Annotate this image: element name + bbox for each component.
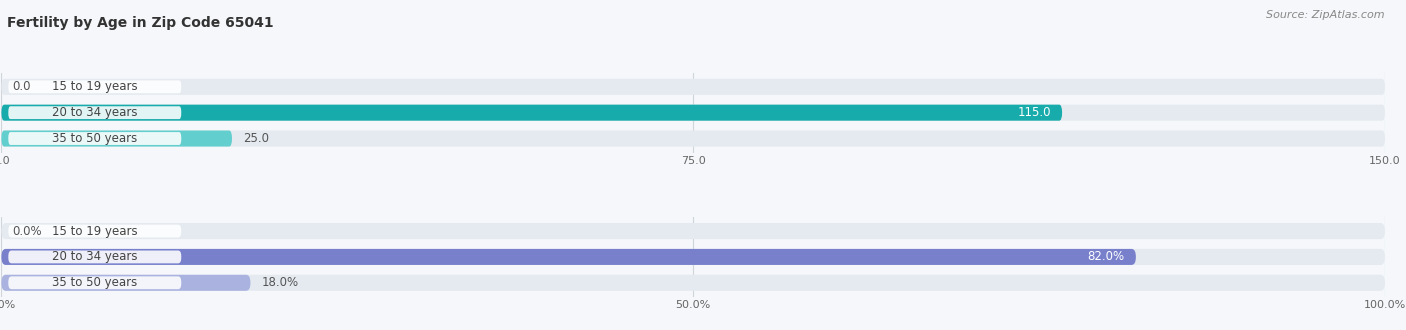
Text: 18.0%: 18.0% bbox=[262, 276, 298, 289]
FancyBboxPatch shape bbox=[1, 79, 1385, 95]
FancyBboxPatch shape bbox=[8, 250, 181, 263]
Text: Source: ZipAtlas.com: Source: ZipAtlas.com bbox=[1267, 10, 1385, 20]
Text: 20 to 34 years: 20 to 34 years bbox=[52, 106, 138, 119]
FancyBboxPatch shape bbox=[1, 130, 232, 147]
FancyBboxPatch shape bbox=[8, 81, 181, 93]
FancyBboxPatch shape bbox=[8, 132, 181, 145]
Text: 25.0: 25.0 bbox=[243, 132, 269, 145]
Text: 15 to 19 years: 15 to 19 years bbox=[52, 225, 138, 238]
Text: Fertility by Age in Zip Code 65041: Fertility by Age in Zip Code 65041 bbox=[7, 16, 274, 30]
FancyBboxPatch shape bbox=[1, 105, 1062, 121]
Text: 35 to 50 years: 35 to 50 years bbox=[52, 276, 138, 289]
FancyBboxPatch shape bbox=[8, 106, 181, 119]
Text: 20 to 34 years: 20 to 34 years bbox=[52, 250, 138, 263]
Text: 35 to 50 years: 35 to 50 years bbox=[52, 132, 138, 145]
FancyBboxPatch shape bbox=[1, 249, 1136, 265]
Text: 0.0%: 0.0% bbox=[13, 225, 42, 238]
Text: 115.0: 115.0 bbox=[1018, 106, 1052, 119]
Text: 0.0: 0.0 bbox=[13, 80, 31, 93]
FancyBboxPatch shape bbox=[1, 223, 1385, 239]
FancyBboxPatch shape bbox=[1, 275, 1385, 291]
Text: 15 to 19 years: 15 to 19 years bbox=[52, 80, 138, 93]
FancyBboxPatch shape bbox=[8, 276, 181, 289]
FancyBboxPatch shape bbox=[1, 275, 250, 291]
FancyBboxPatch shape bbox=[1, 249, 1385, 265]
Text: 82.0%: 82.0% bbox=[1088, 250, 1125, 263]
FancyBboxPatch shape bbox=[8, 225, 181, 238]
FancyBboxPatch shape bbox=[1, 105, 1385, 121]
FancyBboxPatch shape bbox=[1, 130, 1385, 147]
